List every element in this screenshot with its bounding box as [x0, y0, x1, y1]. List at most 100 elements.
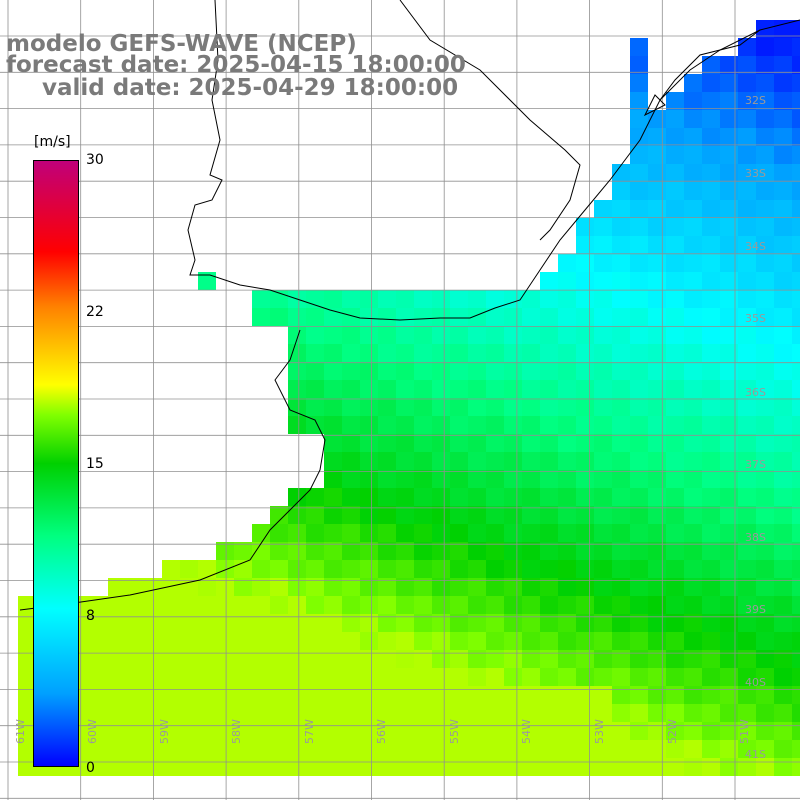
- wind-speed-cell: [306, 506, 324, 524]
- wind-speed-cell: [450, 740, 468, 758]
- wind-speed-cell: [666, 362, 684, 380]
- wind-speed-cell: [414, 596, 432, 614]
- wind-speed-cell: [252, 308, 270, 326]
- wind-speed-cell: [306, 398, 324, 416]
- wind-speed-cell: [774, 290, 792, 308]
- wind-speed-cell: [342, 596, 360, 614]
- wind-speed-cell: [504, 722, 522, 740]
- wind-speed-cell: [414, 290, 432, 308]
- wind-speed-cell: [414, 344, 432, 362]
- wind-speed-cell: [360, 488, 378, 506]
- wind-speed-cell: [540, 758, 558, 776]
- wind-speed-cell: [756, 56, 774, 74]
- wind-speed-cell: [468, 416, 486, 434]
- wind-speed-cell: [414, 704, 432, 722]
- wind-speed-cell: [738, 308, 756, 326]
- wind-speed-cell: [414, 506, 432, 524]
- lon-label: 56W: [375, 719, 388, 744]
- wind-speed-cell: [774, 380, 792, 398]
- wind-speed-cell: [666, 398, 684, 416]
- wind-speed-cell: [522, 362, 540, 380]
- wind-speed-cell: [360, 740, 378, 758]
- wind-speed-cell: [612, 758, 630, 776]
- wind-speed-cell: [306, 344, 324, 362]
- wind-speed-cell: [774, 74, 792, 92]
- wind-speed-cell: [486, 326, 504, 344]
- wind-speed-cell: [756, 164, 774, 182]
- wind-speed-cell: [558, 272, 576, 290]
- wind-speed-cell: [594, 272, 612, 290]
- wind-speed-cell: [288, 650, 306, 668]
- wind-speed-cell: [756, 506, 774, 524]
- wind-speed-cell: [666, 542, 684, 560]
- wind-speed-cell: [792, 470, 800, 488]
- wind-speed-cell: [450, 704, 468, 722]
- wind-speed-cell: [756, 758, 774, 776]
- wind-speed-cell: [288, 722, 306, 740]
- wind-speed-cell: [792, 290, 800, 308]
- wind-speed-cell: [630, 650, 648, 668]
- wind-speed-cell: [450, 308, 468, 326]
- wind-speed-cell: [792, 416, 800, 434]
- wind-speed-cell: [738, 182, 756, 200]
- wind-speed-cell: [18, 650, 36, 668]
- wind-speed-cell: [252, 650, 270, 668]
- wind-speed-cell: [234, 740, 252, 758]
- wind-speed-cell: [702, 416, 720, 434]
- wind-speed-cell: [648, 398, 666, 416]
- wind-speed-cell: [612, 686, 630, 704]
- wind-speed-cell: [684, 416, 702, 434]
- wind-speed-cell: [720, 74, 738, 92]
- lat-label: 36S: [745, 386, 766, 399]
- wind-speed-cell: [504, 614, 522, 632]
- wind-speed-cell: [378, 704, 396, 722]
- wind-speed-cell: [180, 668, 198, 686]
- wind-speed-cell: [702, 452, 720, 470]
- wind-speed-cell: [288, 416, 306, 434]
- wind-speed-cell: [342, 488, 360, 506]
- wind-speed-cell: [756, 398, 774, 416]
- wind-speed-cell: [576, 758, 594, 776]
- wind-speed-cell: [540, 650, 558, 668]
- wind-speed-cell: [342, 632, 360, 650]
- wind-speed-cell: [756, 290, 774, 308]
- wind-speed-cell: [558, 308, 576, 326]
- wind-speed-cell: [558, 452, 576, 470]
- wind-speed-cell: [90, 632, 108, 650]
- wind-speed-cell: [612, 308, 630, 326]
- wind-speed-cell: [108, 596, 126, 614]
- wind-speed-cell: [774, 236, 792, 254]
- wind-speed-cell: [630, 200, 648, 218]
- wind-speed-cell: [648, 488, 666, 506]
- wind-speed-cell: [450, 434, 468, 452]
- wind-speed-cell: [702, 326, 720, 344]
- wind-speed-cell: [450, 578, 468, 596]
- wind-speed-cell: [630, 272, 648, 290]
- wind-speed-cell: [396, 434, 414, 452]
- wind-speed-cell: [540, 542, 558, 560]
- wind-speed-cell: [450, 380, 468, 398]
- wind-speed-cell: [720, 668, 738, 686]
- wind-speed-cell: [612, 362, 630, 380]
- wind-speed-cell: [522, 722, 540, 740]
- wind-speed-cell: [522, 740, 540, 758]
- wind-speed-cell: [648, 614, 666, 632]
- wind-speed-cell: [414, 758, 432, 776]
- wind-speed-cell: [720, 434, 738, 452]
- wind-speed-cell: [198, 614, 216, 632]
- wind-speed-cell: [630, 218, 648, 236]
- wind-speed-cell: [702, 110, 720, 128]
- wind-speed-cell: [324, 434, 342, 452]
- wind-speed-cell: [648, 650, 666, 668]
- wind-speed-cell: [522, 380, 540, 398]
- wind-speed-cell: [684, 506, 702, 524]
- wind-speed-cell: [414, 398, 432, 416]
- wind-speed-cell: [504, 524, 522, 542]
- wind-speed-cell: [522, 578, 540, 596]
- wind-speed-cell: [504, 506, 522, 524]
- wind-speed-cell: [756, 632, 774, 650]
- wind-speed-cell: [594, 452, 612, 470]
- wind-speed-cell: [630, 470, 648, 488]
- wind-speed-cell: [252, 560, 270, 578]
- wind-speed-cell: [540, 434, 558, 452]
